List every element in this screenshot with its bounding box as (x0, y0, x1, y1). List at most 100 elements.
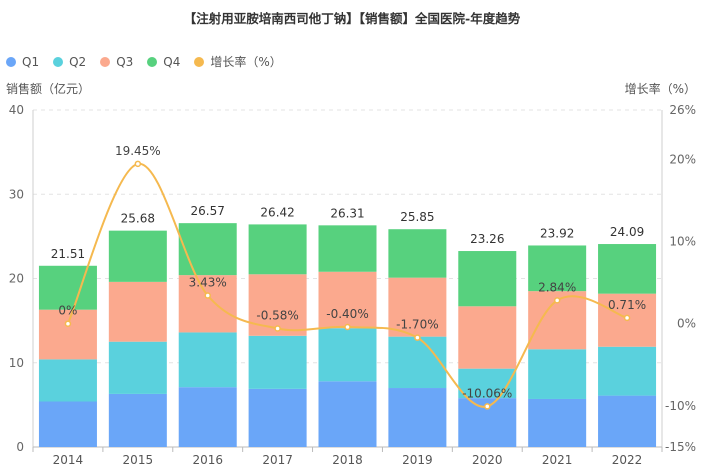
legend-dot-q2 (53, 56, 64, 67)
legend-label-q2: Q2 (69, 54, 87, 69)
growth-point (64, 320, 72, 327)
bar-total-label: 25.85 (400, 210, 434, 224)
bar-total-label: 26.42 (260, 205, 294, 219)
y-tick-label: 30 (9, 187, 24, 201)
growth-label: 19.45% (115, 144, 161, 158)
growth-label: -0.58% (256, 308, 298, 322)
y-tick-label: 20 (9, 272, 24, 286)
bar-q2 (388, 336, 447, 389)
y-tick-label: 10 (9, 356, 24, 370)
chart-title: 【注射用亚胺培南西司他丁钠】【销售额】全国医院-年度趋势 (183, 11, 521, 26)
bar-total-label: 26.57 (191, 204, 225, 218)
growth-label: 0.71% (608, 298, 646, 312)
bar-q1 (388, 388, 447, 447)
x-tick-label: 2014 (53, 453, 84, 467)
growth-point (414, 334, 421, 341)
bar-q1 (528, 398, 587, 447)
growth-point (274, 325, 281, 332)
y2-tick-label: 0% (677, 317, 696, 331)
growth-label: -0.40% (326, 307, 368, 321)
y2-tick-label: -15% (665, 440, 696, 454)
y2-tick-label: -10% (665, 399, 696, 413)
legend-dot-q1 (6, 56, 16, 67)
growth-label: -10.06% (462, 386, 512, 400)
y-tick-label: 40 (9, 103, 24, 117)
legend-dot-q4 (147, 56, 158, 67)
y2-axis-title: 增长率（%） (624, 82, 696, 96)
bar-q2 (528, 349, 587, 399)
bar-q4 (108, 230, 167, 282)
bar-q3 (38, 309, 97, 360)
bar-q3 (458, 306, 517, 369)
bar-total-label: 23.92 (540, 226, 574, 240)
bar-q4 (38, 265, 97, 310)
bar-q2 (178, 332, 237, 388)
legend-item-growth[interactable]: 增长率（%） (194, 53, 282, 70)
bar-q2 (458, 368, 517, 399)
bar-q2 (248, 335, 307, 389)
bar-q2 (598, 346, 657, 396)
legend-dot-q3 (100, 56, 111, 67)
x-tick-label: 2016 (192, 453, 223, 467)
y-tick-label: 0 (16, 440, 24, 454)
growth-point (344, 323, 351, 331)
bar-q3 (178, 275, 237, 333)
x-tick-label: 2017 (262, 453, 293, 467)
bar-total-label: 26.31 (330, 206, 364, 220)
growth-label: 2.84% (538, 280, 576, 294)
growth-label: -1.70% (396, 318, 438, 332)
bar-q1 (248, 388, 307, 447)
legend-label-growth: 增长率（%） (210, 55, 282, 69)
bar-q3 (108, 281, 167, 342)
bar-q4 (178, 223, 237, 276)
legend-item-q3[interactable]: Q3 (100, 55, 133, 69)
bar-q4 (458, 251, 517, 307)
bar-q1 (38, 401, 97, 447)
growth-point (553, 297, 561, 304)
growth-label: 3.43% (189, 276, 227, 290)
bar-q4 (528, 245, 587, 292)
bar-q4 (388, 229, 447, 278)
y2-tick-label: 10% (669, 235, 696, 249)
growth-point (484, 403, 491, 410)
bar-q2 (318, 328, 377, 382)
legend-label-q4: Q4 (163, 54, 181, 69)
legend-dot-growth (194, 56, 205, 67)
x-tick-label: 2019 (402, 453, 433, 467)
bar-q1 (108, 393, 167, 447)
growth-point (623, 314, 631, 322)
bar-total-label: 24.09 (610, 225, 644, 239)
bar-q2 (108, 341, 167, 394)
legend: Q1 Q2 Q3 Q4 增长率（%） (6, 53, 296, 70)
bar-total-label: 23.26 (470, 232, 504, 246)
bar-q1 (178, 387, 237, 447)
bar-q3 (388, 277, 447, 337)
y2-tick-label: 26% (669, 103, 696, 117)
growth-label: 0% (58, 304, 77, 318)
legend-item-q1[interactable]: Q1 (6, 55, 39, 69)
x-tick-label: 2020 (472, 453, 503, 467)
x-tick-label: 2021 (542, 453, 573, 467)
growth-point (204, 292, 211, 299)
legend-label-q3: Q3 (116, 54, 134, 69)
bar-q2 (38, 359, 97, 402)
legend-item-q2[interactable]: Q2 (53, 55, 86, 69)
bar-total-label: 25.68 (121, 212, 155, 226)
legend-item-q4[interactable]: Q4 (147, 55, 180, 69)
bar-q4 (248, 224, 307, 275)
bar-q4 (318, 225, 377, 272)
x-tick-label: 2015 (123, 453, 154, 467)
growth-point (134, 160, 142, 168)
bar-q4 (598, 244, 657, 294)
bar-total-label: 21.51 (51, 247, 85, 261)
legend-label-q1: Q1 (22, 54, 40, 69)
y2-tick-label: 20% (669, 152, 696, 166)
bar-q1 (598, 395, 657, 447)
bar-q3 (318, 271, 377, 329)
bar-q1 (318, 381, 377, 447)
y-axis-title: 销售额（亿元） (6, 82, 91, 96)
x-tick-label: 2022 (612, 453, 643, 467)
x-tick-label: 2018 (332, 453, 363, 467)
